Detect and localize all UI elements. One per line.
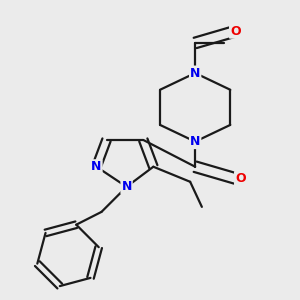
Text: O: O [230, 25, 241, 38]
Text: O: O [235, 172, 246, 185]
Text: N: N [91, 160, 102, 173]
Text: N: N [190, 135, 200, 148]
Text: N: N [190, 67, 200, 80]
Text: N: N [122, 180, 132, 193]
